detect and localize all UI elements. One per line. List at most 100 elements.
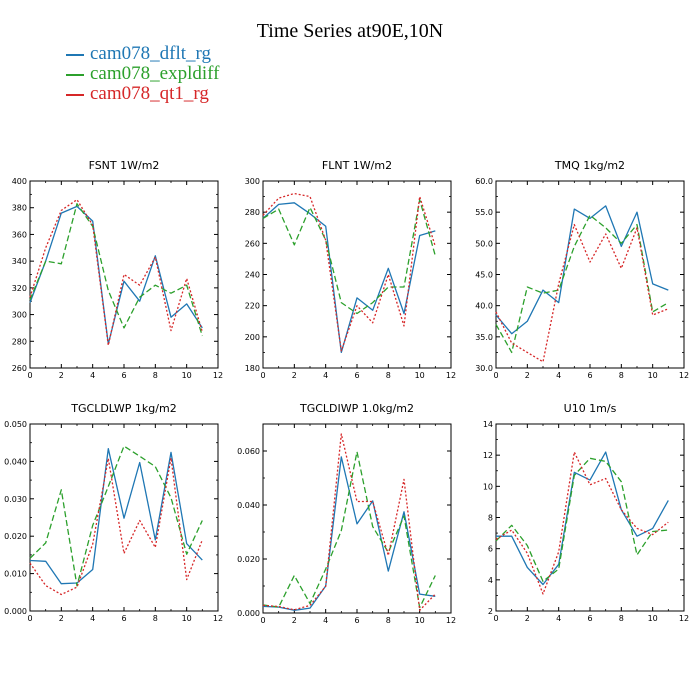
y-tick-label: 8 (488, 514, 493, 523)
y-tick-label: 50.0 (475, 239, 493, 248)
y-tick-label: 0.040 (237, 501, 260, 510)
x-tick-label: 12 (213, 614, 223, 623)
x-tick-label: 10 (648, 614, 658, 623)
series-line-cam078_qt1_rg (495, 451, 669, 595)
series-line-cam078_expldiff (29, 445, 203, 587)
x-tick-label: 8 (386, 616, 391, 625)
y-tick-label: 340 (12, 257, 27, 266)
x-tick-label: 0 (260, 371, 265, 380)
series-line-cam078_expldiff (495, 457, 669, 583)
x-tick-label: 6 (121, 614, 126, 623)
x-tick-label: 4 (323, 371, 328, 380)
legend-item-dflt: cam078_dflt_rg (66, 44, 219, 64)
panel-title: TGCLDIWP 1.0kg/m2 (299, 402, 414, 415)
series-line-cam078_dflt_rg (262, 202, 436, 354)
x-tick-label: 8 (386, 371, 391, 380)
y-tick-label: 260 (12, 364, 27, 373)
x-tick-label: 2 (292, 371, 297, 380)
y-tick-label: 4 (488, 576, 493, 585)
x-tick-label: 12 (213, 371, 223, 380)
y-tick-label: 0.030 (4, 495, 27, 504)
panel-title: TGCLDLWP 1kg/m2 (70, 402, 176, 415)
legend-swatch (66, 53, 84, 56)
y-tick-label: 0.020 (237, 555, 260, 564)
x-tick-label: 0 (260, 616, 265, 625)
x-tick-label: 6 (587, 371, 592, 380)
figure-title: Time Series at90E,10N (256, 20, 444, 42)
x-tick-label: 12 (446, 616, 456, 625)
panel-3: TMQ 1kg/m2 0 2 4 6 8 10 12 30.0 35.0 40.0 45.0 50.0 5… (475, 159, 689, 380)
x-tick-label: 10 (182, 371, 192, 380)
y-tick-label: 220 (245, 302, 260, 311)
x-tick-label: 2 (525, 614, 530, 623)
x-tick-label: 12 (679, 614, 689, 623)
x-tick-label: 8 (153, 614, 158, 623)
legend-item-expldiff: cam078_expldiff (66, 64, 219, 84)
y-tick-label: 300 (245, 177, 260, 186)
panel-5: TGCLDIWP 1.0kg/m2 0 2 4 6 8 10 12 0.000 0.020 0.04… (237, 402, 456, 625)
series-line-cam078_expldiff (29, 203, 203, 337)
y-tick-label: 40.0 (475, 302, 493, 311)
y-tick-label: 14 (483, 420, 493, 429)
x-tick-label: 8 (153, 371, 158, 380)
y-tick-label: 55.0 (475, 208, 493, 217)
x-tick-label: 4 (556, 371, 561, 380)
panel-2: FLNT 1W/m2 0 2 4 6 8 10 12 180 200 220 240 260 280 300 (245, 159, 456, 380)
legend-label: cam078_qt1_rg (90, 83, 209, 104)
y-tick-label: 60.0 (475, 177, 493, 186)
x-tick-label: 4 (90, 371, 95, 380)
series-line-cam078_dflt_rg (29, 205, 203, 345)
panel-4: TGCLDLWP 1kg/m2 0 2 4 6 8 10 12 0.000 0.010 0.020 0… (4, 402, 223, 623)
y-tick-label: 30.0 (475, 364, 493, 373)
y-tick-label: 35.0 (475, 333, 493, 342)
legend: cam078_dflt_rg cam078_expldiff cam078_qt… (66, 44, 219, 104)
series-line-cam078_qt1_rg (495, 223, 669, 363)
x-tick-label: 0 (27, 614, 32, 623)
x-tick-label: 10 (415, 616, 425, 625)
panel-title: FLNT 1W/m2 (322, 159, 392, 172)
x-tick-label: 2 (292, 616, 297, 625)
y-tick-label: 280 (245, 208, 260, 217)
x-tick-label: 12 (446, 371, 456, 380)
x-tick-label: 2 (59, 371, 64, 380)
y-tick-label: 280 (12, 337, 27, 346)
panel-title: U10 1m/s (564, 402, 617, 415)
x-tick-label: 4 (323, 616, 328, 625)
x-tick-label: 0 (27, 371, 32, 380)
y-tick-label: 12 (483, 451, 493, 460)
x-tick-label: 6 (354, 616, 359, 625)
legend-swatch (66, 93, 84, 96)
x-tick-label: 4 (90, 614, 95, 623)
panel-title: FSNT 1W/m2 (89, 159, 160, 172)
y-tick-label: 300 (12, 311, 27, 320)
y-tick-label: 10 (483, 482, 493, 491)
x-tick-label: 0 (493, 614, 498, 623)
series-line-cam078_qt1_rg (262, 433, 436, 611)
x-tick-label: 8 (619, 614, 624, 623)
y-tick-label: 0.020 (4, 532, 27, 541)
y-tick-label: 320 (12, 284, 27, 293)
x-tick-label: 6 (587, 614, 592, 623)
series-line-cam078_qt1_rg (262, 192, 436, 352)
series-line-cam078_dflt_rg (496, 451, 669, 586)
y-tick-label: 200 (245, 333, 260, 342)
x-tick-label: 8 (619, 371, 624, 380)
y-tick-label: 45.0 (475, 271, 493, 280)
y-tick-label: 0.060 (237, 447, 260, 456)
x-tick-label: 10 (648, 371, 658, 380)
series-line-cam078_qt1_rg (29, 199, 203, 346)
series-line-cam078_dflt_rg (29, 448, 203, 585)
legend-label: cam078_dflt_rg (90, 43, 212, 64)
y-tick-label: 6 (488, 545, 493, 554)
y-tick-label: 360 (12, 230, 27, 239)
plot-frame (495, 180, 685, 369)
panel-1: FSNT 1W/m2 0 2 4 6 8 10 12 260 280 300 320 340 360 380… (12, 159, 223, 380)
x-tick-label: 6 (121, 371, 126, 380)
x-tick-label: 2 (59, 614, 64, 623)
legend-label: cam078_expldiff (90, 63, 220, 84)
y-tick-label: 180 (245, 364, 260, 373)
y-tick-label: 2 (488, 607, 493, 616)
y-tick-label: 260 (245, 239, 260, 248)
